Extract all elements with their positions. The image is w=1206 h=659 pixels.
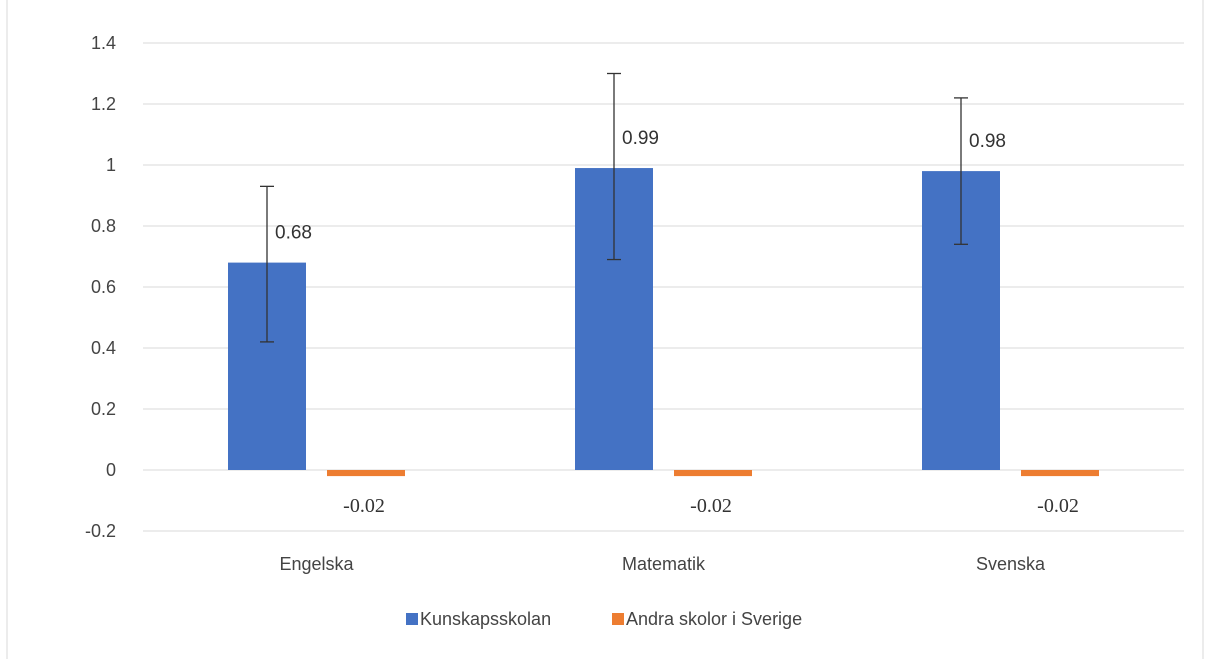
error-bar xyxy=(260,185,274,343)
y-tick-label: 0.8 xyxy=(91,216,116,236)
y-tick-label: 0.4 xyxy=(91,338,116,358)
legend: Kunskapsskolan Andra skolor i Sverige xyxy=(406,609,802,629)
category-label: Svenska xyxy=(976,554,1046,574)
y-tick-label: 1.2 xyxy=(91,94,116,114)
error-bar xyxy=(607,72,621,261)
legend-swatch xyxy=(612,613,624,625)
data-label: 0.98 xyxy=(969,131,1006,152)
data-label: 0.68 xyxy=(275,223,312,244)
x-axis-categories: Engelska Matematik Svenska xyxy=(279,554,1046,574)
bar-andra-skolor xyxy=(327,470,405,477)
y-axis-ticks: 1.4 1.2 1 0.8 0.6 0.4 0.2 0 -0.2 xyxy=(85,33,116,541)
y-tick-label: 0.6 xyxy=(91,277,116,297)
y-tick-label: 0 xyxy=(106,460,116,480)
bar-andra-skolor xyxy=(1021,470,1099,477)
data-label: -0.02 xyxy=(343,495,385,517)
data-labels: 0.68 -0.02 0.99 -0.02 0.98 -0.02 xyxy=(275,128,1079,517)
legend-item: Kunskapsskolan xyxy=(406,609,551,629)
bar-andra-skolor xyxy=(674,470,752,477)
category-label: Matematik xyxy=(622,554,706,574)
legend-label: Kunskapsskolan xyxy=(420,609,551,629)
y-tick-label: 1.4 xyxy=(91,33,116,53)
y-tick-label: 0.2 xyxy=(91,399,116,419)
legend-swatch xyxy=(406,613,418,625)
legend-item: Andra skolor i Sverige xyxy=(612,609,802,629)
bars xyxy=(228,72,1099,477)
data-label: -0.02 xyxy=(1037,495,1079,517)
gridlines xyxy=(143,42,1184,532)
category-label: Engelska xyxy=(279,554,354,574)
y-tick-label: -0.2 xyxy=(85,521,116,541)
legend-label: Andra skolor i Sverige xyxy=(626,609,802,629)
error-bar xyxy=(954,97,968,245)
y-tick-label: 1 xyxy=(106,155,116,175)
data-label: -0.02 xyxy=(690,495,732,517)
data-label: 0.99 xyxy=(622,128,659,149)
